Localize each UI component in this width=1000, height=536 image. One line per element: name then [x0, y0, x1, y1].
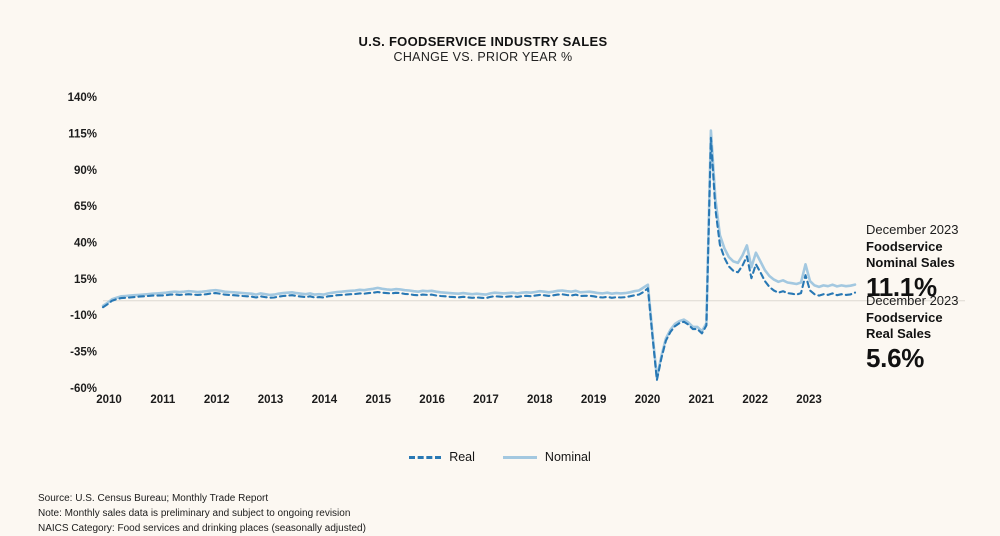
- y-axis-tick-label: 90%: [74, 165, 97, 177]
- footnote-naics: NAICS Category: Food services and drinki…: [38, 523, 366, 534]
- annotation-label-line: Real Sales: [866, 325, 932, 341]
- x-axis-tick-label: 2011: [150, 394, 176, 406]
- y-axis-tick-label: -60%: [70, 383, 97, 395]
- legend-label-nominal: Nominal: [544, 450, 591, 464]
- footnote-source: Source: U.S. Census Bureau; Monthly Trad…: [38, 493, 269, 504]
- x-axis-tick-label: 2013: [258, 394, 284, 406]
- footnotes: Source: U.S. Census Bureau; Monthly Trad…: [38, 491, 366, 536]
- x-axis-tick-label: 2019: [581, 394, 607, 406]
- y-axis-tick-label: 40%: [74, 238, 97, 250]
- x-axis-tick-label: 2020: [635, 394, 661, 406]
- y-axis-tick-label: 15%: [74, 274, 97, 286]
- x-axis-tick-label: 2010: [96, 394, 122, 406]
- real-line-swatch-icon: [409, 455, 442, 459]
- legend-label-real: Real: [449, 450, 475, 464]
- y-axis-tick-label: -10%: [70, 310, 97, 322]
- real-sales-line: [101, 136, 857, 382]
- y-axis-tick-label: 140%: [68, 92, 97, 104]
- chart-title-block: U.S. FOODSERVICE INDUSTRY SALES CHANGE V…: [0, 34, 966, 66]
- annotation-label-line: Foodservice: [866, 309, 943, 325]
- annotation-label-line: Nominal Sales: [866, 254, 955, 270]
- x-axis-tick-label: 2017: [473, 394, 499, 406]
- chart-subtitle: CHANGE VS. PRIOR YEAR %: [393, 50, 573, 65]
- nominal-sales-line: [101, 129, 857, 380]
- x-axis-tick-label: 2023: [796, 394, 822, 406]
- legend-item-real: Real: [409, 450, 475, 464]
- annotation-label-line: Foodservice: [866, 238, 943, 254]
- chart-legend: Real Nominal: [0, 450, 1000, 464]
- x-axis-tick-label: 2021: [689, 394, 715, 406]
- legend-item-nominal: Nominal: [502, 450, 591, 464]
- x-axis-tick-label: 2022: [742, 394, 768, 406]
- y-axis-tick-label: 65%: [74, 201, 97, 213]
- annotation-value-nominal: 11.1%: [866, 271, 937, 302]
- y-axis-tick-label: 115%: [68, 128, 97, 140]
- x-axis-tick-label: 2018: [527, 394, 553, 406]
- x-axis-tick-label: 2016: [419, 394, 445, 406]
- x-axis-tick-label: 2014: [312, 394, 338, 406]
- annotation-value-real: 5.6%: [866, 342, 925, 373]
- chart-title: U.S. FOODSERVICE INDUSTRY SALES: [358, 34, 608, 49]
- annotation-nominal-sales: December 2023 Foodservice Nominal Sales …: [866, 222, 996, 301]
- annotation-real-sales: December 2023 Foodservice Real Sales 5.6…: [866, 293, 996, 372]
- annotation-period: December 2023: [866, 293, 959, 308]
- annotation-period: December 2023: [866, 222, 959, 237]
- x-axis-tick-label: 2012: [204, 394, 230, 406]
- x-axis-tick-label: 2015: [365, 394, 391, 406]
- nominal-line-swatch-icon: [502, 455, 537, 459]
- footnote-note: Note: Monthly sales data is preliminary …: [38, 508, 351, 519]
- y-axis-tick-label: -35%: [70, 347, 97, 359]
